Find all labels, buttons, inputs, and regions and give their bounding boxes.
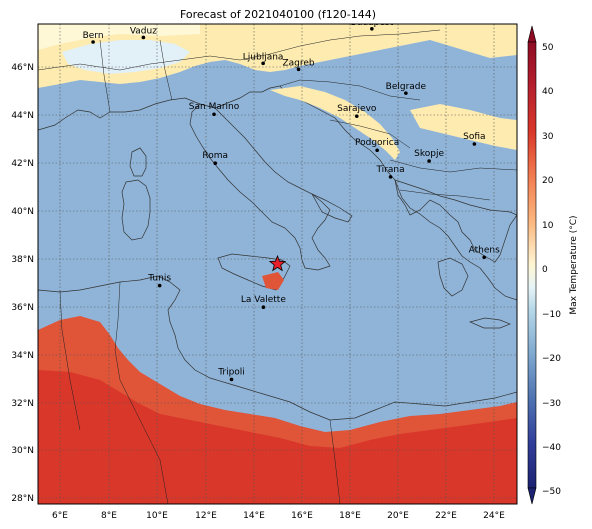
city-dot xyxy=(375,148,379,153)
land-sicily xyxy=(217,253,291,291)
colorbar-tick: 50 xyxy=(542,43,554,53)
map-title: Forecast of 2021040100 (f120-144) xyxy=(180,8,376,21)
lon-tick-label: 14°E xyxy=(243,511,265,521)
colorbar-tick: 0 xyxy=(542,265,548,275)
lon-tick-label: 20°E xyxy=(387,511,409,521)
city-label: Ljubljana xyxy=(243,52,284,62)
colorbar-tick: 40 xyxy=(542,87,554,97)
city-dot xyxy=(472,142,477,146)
colorbar-tick: −40 xyxy=(542,443,561,453)
land-alps-snow xyxy=(62,40,190,74)
star-marker xyxy=(268,254,287,272)
city-dot xyxy=(370,27,374,31)
graticule xyxy=(38,24,517,504)
city-label: Sofia xyxy=(463,132,485,142)
land-balkan-cool xyxy=(270,86,400,160)
city-label: Tunis xyxy=(147,274,171,284)
colorbar-tick: 10 xyxy=(542,221,554,231)
land-balkan-cool2 xyxy=(410,104,517,150)
land-corsica xyxy=(129,147,147,177)
city-label: Vaduz xyxy=(130,26,157,36)
city-label: La Valette xyxy=(241,295,286,305)
lon-tick-label: 16°E xyxy=(291,511,313,521)
city-dot xyxy=(229,377,234,382)
lat-tick-label: 34°N xyxy=(11,351,34,361)
lat-tick-label: 38°N xyxy=(11,255,34,265)
city-dot xyxy=(354,114,359,118)
land-apulia xyxy=(311,193,353,223)
colorbar-top-extend xyxy=(527,25,537,43)
city-label: Zagreb xyxy=(282,58,314,68)
land-north-africa xyxy=(38,275,517,504)
lat-tick-label: 30°N xyxy=(11,446,34,456)
city-label: Roma xyxy=(202,151,228,161)
colorbar-tick: −50 xyxy=(542,487,561,497)
colorbar-tick: 30 xyxy=(542,132,554,142)
land-greece xyxy=(394,179,517,301)
colorbar-tick: −30 xyxy=(542,399,561,409)
city-label: Sarajevo xyxy=(337,104,377,114)
city-dot xyxy=(296,67,301,72)
city-dot xyxy=(388,175,393,179)
colorbar-body xyxy=(527,41,537,489)
lon-tick-label: 12°E xyxy=(195,511,217,521)
city-dot xyxy=(91,40,95,44)
lon-tick-label: 22°E xyxy=(435,511,457,521)
land-peloponnese xyxy=(437,257,469,297)
city-label: Bern xyxy=(83,31,104,41)
city-dot xyxy=(427,159,431,163)
lat-tick-label: 32°N xyxy=(11,399,34,409)
lat-tick-label: 36°N xyxy=(11,303,34,313)
colorbar: 50 40 30 20 10 0 −10 −20 −30 −40 −50 Max… xyxy=(527,25,579,505)
lon-tick-label: 18°E xyxy=(339,511,361,521)
city-dot xyxy=(482,255,486,260)
land-alps-lighter xyxy=(38,24,200,50)
lon-tick-label: 8°E xyxy=(101,511,117,521)
city-dot xyxy=(213,161,218,165)
land-crete xyxy=(468,317,511,329)
land-africa-hotter xyxy=(38,370,517,504)
land-sardinia xyxy=(121,179,151,241)
city-label: San Marino xyxy=(189,102,240,112)
lat-tick-label: 28°N xyxy=(11,494,34,504)
land-sicily-hot xyxy=(262,272,284,290)
land-italy xyxy=(189,103,331,271)
city-dot xyxy=(404,91,408,95)
colorbar-tick: −10 xyxy=(542,310,561,320)
colorbar-tick: −20 xyxy=(542,354,561,364)
colorbar-bottom-extend xyxy=(527,487,537,505)
land-alps-cool xyxy=(38,24,517,88)
land-alps-balkans xyxy=(38,24,517,263)
city-label: Tirana xyxy=(375,165,404,175)
city-dot xyxy=(261,305,266,310)
map-frame xyxy=(37,23,518,505)
city-label: Tripoli xyxy=(217,367,245,377)
city-dot xyxy=(157,283,162,288)
city-dot xyxy=(261,61,265,66)
city-label: Athens xyxy=(469,245,500,255)
lat-tick-label: 46°N xyxy=(11,63,34,73)
city-label: Belgrade xyxy=(386,82,427,92)
colorbar-tick: 20 xyxy=(542,176,554,186)
lon-axis: 6°E 8°E 10°E 12°E 14°E 16°E 18°E 20°E 22… xyxy=(52,511,505,521)
lat-tick-label: 44°N xyxy=(11,111,34,121)
city-dot xyxy=(141,35,146,40)
lat-tick-label: 42°N xyxy=(11,159,34,169)
city-label: Budapest xyxy=(351,18,394,28)
lon-tick-label: 6°E xyxy=(52,511,68,521)
city-dot xyxy=(212,112,216,117)
lat-tick-label: 40°N xyxy=(11,207,34,217)
lon-tick-label: 24°E xyxy=(483,511,505,521)
colorbar-label: Max Temperature (°C) xyxy=(569,215,579,314)
city-label: Podgorica xyxy=(355,138,399,148)
lat-axis: 28°N 30°N 32°N 34°N 36°N 38°N 40°N 42°N … xyxy=(11,63,34,504)
city-label: Skopje xyxy=(414,149,444,159)
lon-tick-label: 10°E xyxy=(146,511,168,521)
